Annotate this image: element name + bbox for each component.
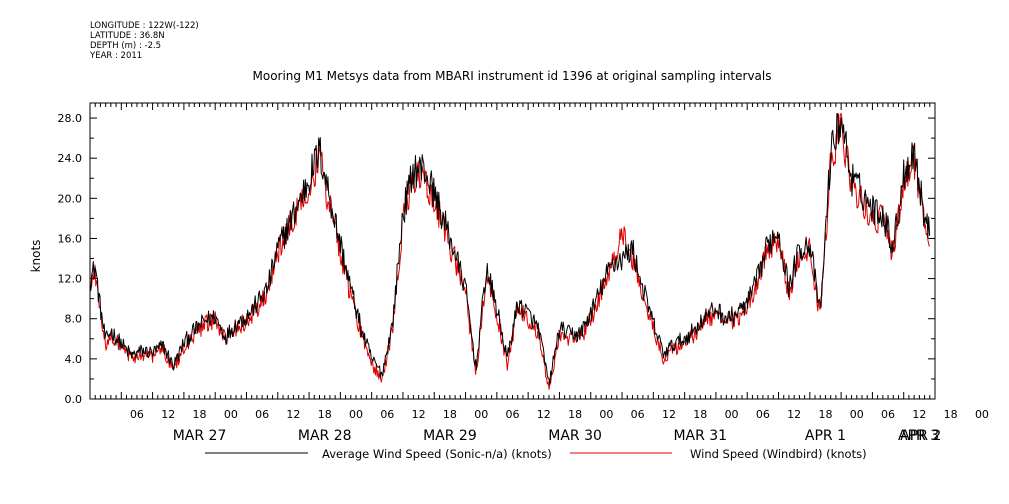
x-tick-label: 00 [349,408,363,421]
meta-year: YEAR : 2011 [90,51,143,61]
y-tick-label: 24.0 [58,152,83,165]
x-tick-label: 12 [161,408,175,421]
y-tick-label: 4.0 [65,353,83,366]
x-tick-label: 00 [474,408,488,421]
x-day-labels: MAR 27 MAR 28 MAR 29 MAR 30 MAR 31 APR 1 APR 2… [173,428,942,444]
y-tick-label: 28.0 [58,112,83,125]
x-tick-label: 12 [537,408,551,421]
y-tick-label: 12.0 [58,273,83,286]
x-tick-label: 18 [693,408,707,421]
x-day-label: MAR 29 [423,428,477,444]
x-day-label: MAR 28 [298,428,352,444]
x-tick-label: 00 [599,408,613,421]
x-tick-label: 06 [130,408,144,421]
x-tick-label: 00 [224,408,238,421]
x-tick-label: 06 [756,408,770,421]
meta-latitude: LATITUDE : 36.8N [90,31,165,41]
legend-label-windbird: Wind Speed (Windbird) (knots) [690,447,867,461]
x-day-label: MAR 30 [548,428,602,444]
meta-longitude: LONGITUDE : 122W(-122) [90,21,199,31]
x-tick-label: 12 [912,408,926,421]
x-day-label: MAR 27 [173,428,227,444]
y-tick-label: 0.0 [65,393,83,406]
y-tick-label: 20.0 [58,192,83,205]
x-tick-label: 06 [631,408,645,421]
x-tick-label: 12 [286,408,300,421]
x-tick-label: 18 [944,408,958,421]
plot-frame [89,102,936,400]
y-tick-label: 8.0 [65,313,83,326]
y-tick-labels: 0.0 4.0 8.0 12.0 16.0 20.0 24.0 28.0 [58,112,83,406]
x-tick-label: 18 [193,408,207,421]
series-line [89,113,931,386]
x-tick-label: 18 [568,408,582,421]
y-axis-label: knots [29,240,43,273]
chart-title: Mooring M1 Metsys data from MBARI instru… [253,69,772,83]
x-day-label: APR 3 [898,428,939,444]
x-tick-label: 06 [506,408,520,421]
legend-label-sonic: Average Wind Speed (Sonic-n/a) (knots) [322,447,552,461]
x-tick-label: 12 [662,408,676,421]
x-tick-label: 06 [380,408,394,421]
x-tick-label: 00 [850,408,864,421]
x-tick-label: 06 [881,408,895,421]
legend: Average Wind Speed (Sonic-n/a) (knots) W… [205,447,867,461]
x-tick-label: 06 [255,408,269,421]
x-day-label: MAR 31 [673,428,727,444]
x-tick-label: 18 [818,408,832,421]
x-tick-label: 18 [443,408,457,421]
x-tick-label: 12 [412,408,426,421]
axis-ticks [90,103,935,399]
x-tick-label: 00 [975,408,989,421]
series-sonic [89,113,931,386]
metadata-block: LONGITUDE : 122W(-122) LATITUDE : 36.8N … [90,21,199,61]
x-tick-label: 12 [787,408,801,421]
x-tick-label: 18 [318,408,332,421]
x-day-label: APR 2 [900,428,941,444]
x-tick-labels: 06 12 18 00 06 12 18 00 06 12 18 00 06 12 18 00 06 12 18 00… [130,408,989,421]
meta-depth: DEPTH (m) : -2.5 [90,41,162,51]
x-tick-label: 00 [725,408,739,421]
y-tick-label: 16.0 [58,232,83,245]
x-day-label: APR 1 [805,428,846,444]
